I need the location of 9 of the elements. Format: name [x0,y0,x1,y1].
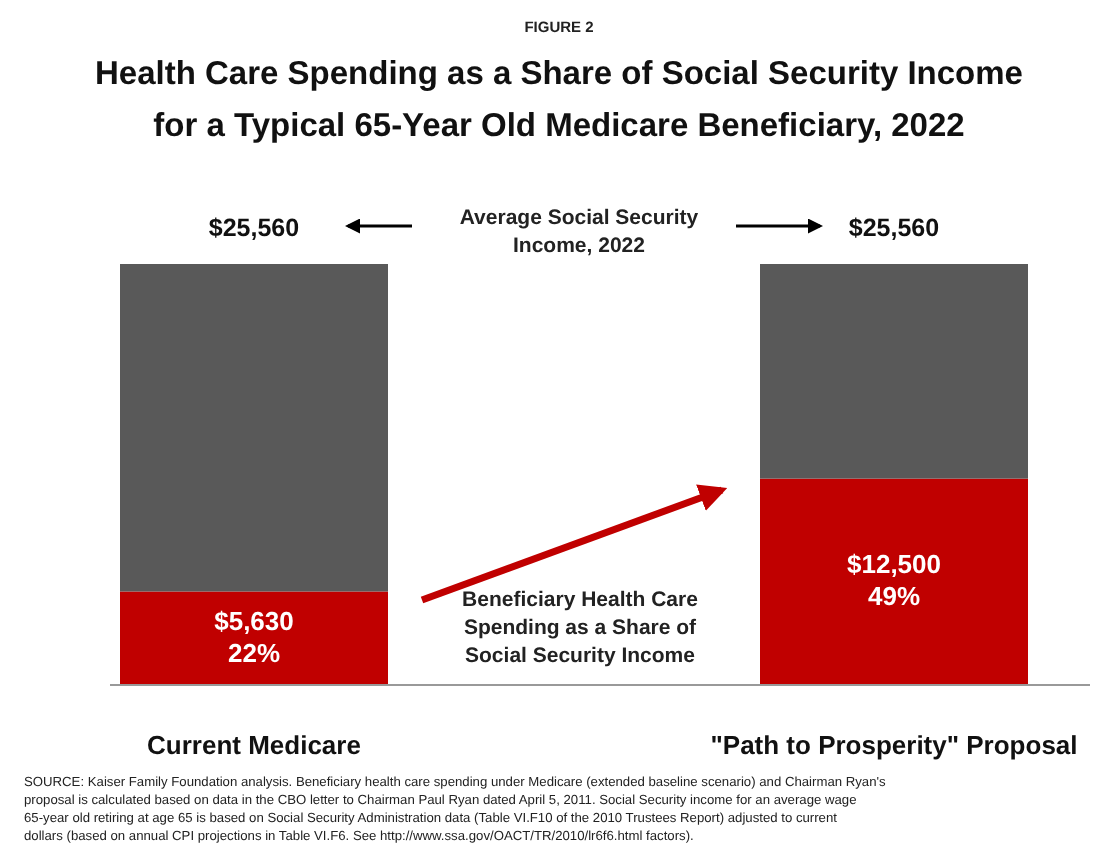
annotation: Beneficiary Health Care Spending as a Share of Social Security Income [462,588,699,668]
data-label: $12,500 49% [847,549,941,612]
x-tick-label: Current Medicare [147,730,361,760]
text: Average Social Security Income, 2022 [459,206,699,258]
x-tick-label: "Path to Prosperity" Proposal [710,730,1078,760]
data-label: $5,630 22% [214,605,294,668]
chart-title: Health Care Spending as a Share of Social Security Income for a Typical 65-Year Old Medicare Beneficiary, 2022 [95,56,1023,144]
total-label: $25,560 [208,214,300,242]
total-label: $25,560 [848,214,940,242]
